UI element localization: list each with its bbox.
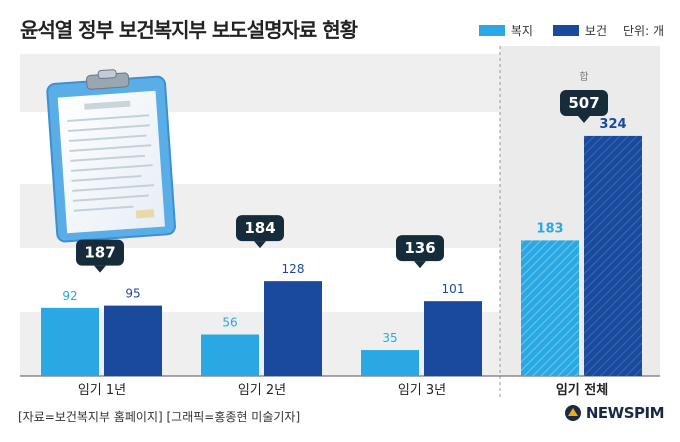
grid-band-2 <box>20 312 500 376</box>
total-label-3: 507 <box>568 94 599 112</box>
total-label-1: 184 <box>244 219 275 237</box>
category-label-3: 임기 전체 <box>556 382 608 398</box>
unit-label: 단위: 개 <box>623 24 664 38</box>
total-label-2: 136 <box>404 239 435 257</box>
total-badge-0 <box>76 239 124 266</box>
value-label-welfare-0: 92 <box>62 289 77 303</box>
category-label-2: 임기 3년 <box>398 383 446 398</box>
chart-marks: 92 95 187 임기 1년 56 128 184 임기 2년 35 101 136 임기 3년 18… <box>20 71 660 398</box>
clipboard-illustration <box>46 69 176 243</box>
chart-title: 윤석열 정부 보건복지부 보도설명자료 현황 <box>20 18 358 42</box>
bar-health-3 <box>584 135 642 376</box>
newspim-logo-icon <box>564 405 581 421</box>
total-badge-pointer-3 <box>578 116 590 123</box>
sum-label: 합 <box>579 71 588 83</box>
bar-welfare-1 <box>201 334 259 376</box>
value-label-welfare-3: 183 <box>536 221 563 236</box>
category-label-1: 임기 2년 <box>238 383 286 398</box>
bar-health-1 <box>264 281 322 376</box>
bar-health-2 <box>424 301 482 376</box>
total-badge-1 <box>236 215 284 242</box>
total-badge-pointer-0 <box>94 265 106 273</box>
total-badge-pointer-1 <box>254 241 266 249</box>
bar-welfare-2 <box>361 350 419 376</box>
source-credit: [자료=보건복지부 홈페이지] [그래픽=홍종현 미술기자] <box>18 410 301 424</box>
value-label-health-2: 101 <box>442 282 465 296</box>
total-label-0: 187 <box>84 244 115 262</box>
brand-name: NEWSPIM <box>585 404 665 422</box>
value-label-health-1: 128 <box>282 262 305 276</box>
legend: 복지 보건 단위: 개 <box>478 22 664 39</box>
bar-welfare-0 <box>41 307 99 376</box>
value-label-welfare-1: 56 <box>222 316 237 330</box>
total-badge-pointer-2 <box>414 261 426 269</box>
value-label-health-0: 95 <box>125 287 140 301</box>
legend-swatch-welfare <box>478 25 505 36</box>
legend-label-welfare: 복지 <box>510 24 533 38</box>
legend-label-health: 보건 <box>584 24 608 38</box>
bar-welfare-3 <box>521 240 579 376</box>
value-label-health-3: 324 <box>599 117 626 132</box>
category-label-0: 임기 1년 <box>78 383 126 398</box>
total-badge-3 <box>560 90 608 116</box>
total-badge-2 <box>396 235 444 262</box>
value-label-welfare-2: 35 <box>382 331 397 345</box>
brand-logo: NEWSPIM <box>564 404 665 422</box>
bar-health-0 <box>104 305 162 376</box>
legend-swatch-health <box>552 25 579 36</box>
